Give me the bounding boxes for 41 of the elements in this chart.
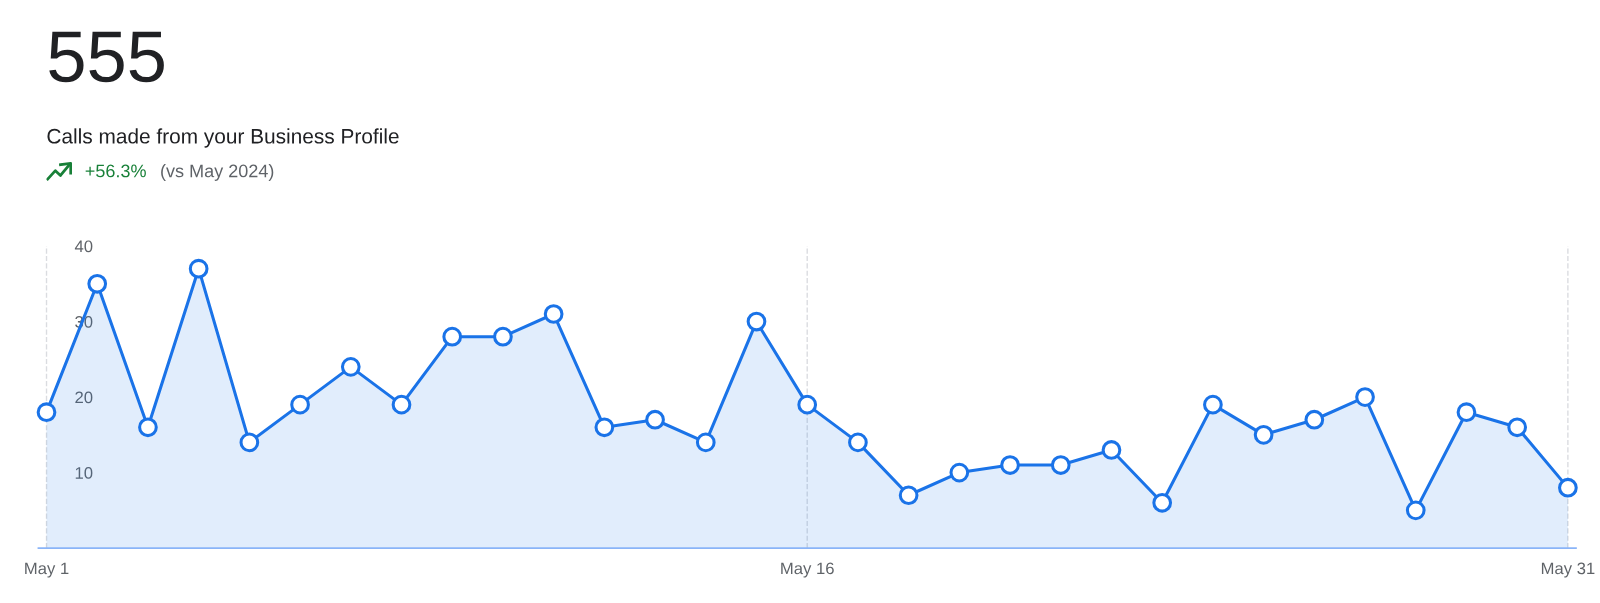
point xyxy=(1152,492,1173,513)
y-tick-label: 10 xyxy=(75,467,93,479)
point xyxy=(138,417,158,438)
text: (vs May 2024) xyxy=(161,164,274,181)
y-tick-label: 20 xyxy=(75,391,93,404)
point xyxy=(493,326,513,347)
x-tick-label: May 1 xyxy=(25,562,69,578)
point xyxy=(898,485,919,506)
point xyxy=(645,409,665,430)
point xyxy=(746,311,767,332)
point xyxy=(1507,417,1528,438)
point xyxy=(442,326,463,347)
y-tick-label: 40 xyxy=(74,240,93,253)
point xyxy=(36,402,57,423)
point xyxy=(1000,455,1020,475)
point xyxy=(797,394,818,415)
chart-subtitle: Calls made from your Business Profile xyxy=(47,128,399,148)
x-tick-label: May 16 xyxy=(781,562,834,578)
point xyxy=(695,432,716,453)
point xyxy=(949,462,970,483)
point xyxy=(1253,424,1274,445)
point xyxy=(1101,440,1122,460)
point xyxy=(594,417,615,438)
point xyxy=(340,357,361,377)
point xyxy=(1456,402,1477,423)
point xyxy=(290,394,310,415)
point xyxy=(188,258,209,279)
point xyxy=(391,394,412,415)
text: +56.3% xyxy=(85,164,146,178)
point xyxy=(1558,477,1578,498)
point xyxy=(1405,500,1426,521)
point xyxy=(543,304,564,324)
point xyxy=(1355,387,1375,407)
x-tick-label: May 31 xyxy=(1541,562,1595,578)
chart-title: 555 xyxy=(49,31,164,83)
point xyxy=(239,432,260,453)
point xyxy=(87,273,108,294)
point xyxy=(1050,455,1071,475)
point xyxy=(1203,394,1223,415)
point xyxy=(1304,409,1325,430)
point xyxy=(848,432,868,453)
